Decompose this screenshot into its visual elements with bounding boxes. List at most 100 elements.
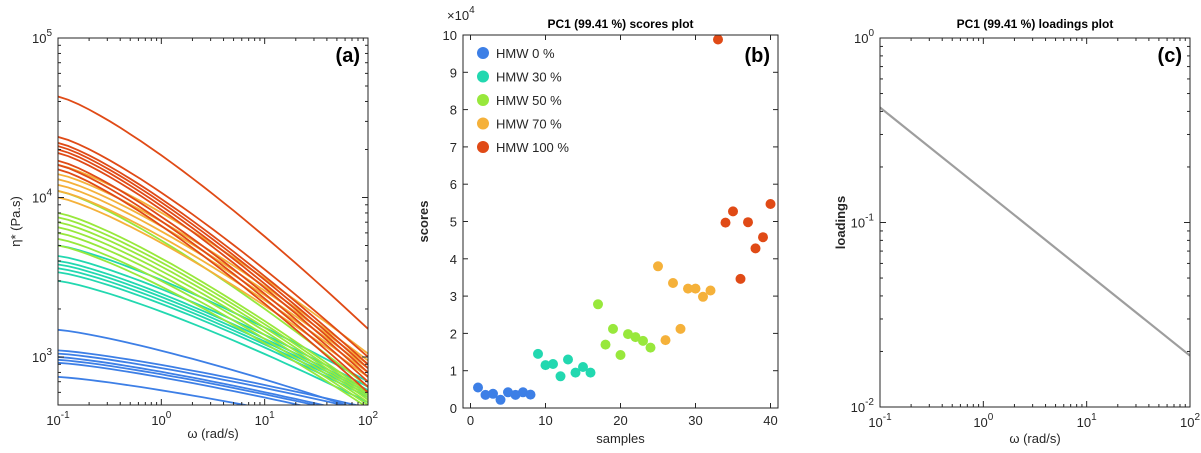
axes-frame-a bbox=[57, 37, 369, 406]
viscosity-curve-1-4 bbox=[58, 267, 368, 396]
score-point-0-1 bbox=[480, 389, 491, 400]
x-tick-label: 10 bbox=[538, 413, 552, 428]
score-point-2-3 bbox=[615, 350, 626, 360]
score-point-4-1 bbox=[720, 217, 731, 228]
score-point-0-3 bbox=[495, 394, 506, 405]
chart-title-c: PC1 (99.41 %) loadings plot bbox=[957, 17, 1114, 31]
legend-label: HMW 30 % bbox=[496, 70, 562, 85]
score-point-4-4 bbox=[743, 217, 753, 228]
y-tick-label: 9 bbox=[450, 65, 457, 80]
viscosity-curve-0-3 bbox=[58, 356, 327, 405]
viscosity-curve-4-7 bbox=[58, 164, 368, 388]
loading-lines bbox=[880, 106, 1190, 357]
legend-label: HMW 70 % bbox=[496, 117, 562, 132]
y-tick-label: 4 bbox=[450, 252, 457, 267]
legend-marker bbox=[477, 141, 489, 153]
viscosity-curve-3-4 bbox=[58, 190, 368, 374]
legend-marker bbox=[477, 117, 489, 130]
y-tick-label: 0 bbox=[450, 401, 457, 416]
y-multiplier: ×104 bbox=[447, 5, 475, 23]
viscosity-curve-4-8 bbox=[58, 168, 368, 394]
score-point-0-4 bbox=[503, 387, 513, 398]
legend-label: HMW 0 % bbox=[496, 46, 555, 61]
viscosity-curve-2-1 bbox=[58, 212, 368, 394]
viscosity-curve-2-4 bbox=[58, 226, 368, 401]
viscosity-curve-1-0 bbox=[58, 244, 368, 383]
legend-label: HMW 100 % bbox=[496, 140, 569, 155]
score-point-1-7 bbox=[585, 367, 596, 378]
score-point-2-5 bbox=[630, 332, 641, 343]
score-point-2-6 bbox=[638, 335, 648, 346]
score-point-4-7 bbox=[765, 199, 776, 209]
x-tick-label: 102 bbox=[1180, 412, 1200, 430]
x-tick-label: 10-1 bbox=[46, 410, 70, 428]
score-point-4-2 bbox=[728, 206, 738, 217]
y-tick-label: 1 bbox=[450, 364, 457, 379]
score-point-2-7 bbox=[645, 342, 656, 353]
score-point-2-1 bbox=[600, 339, 611, 350]
y-tick-label: 5 bbox=[450, 215, 457, 230]
viscosity-curve-0-5 bbox=[58, 361, 304, 405]
x-axis-label: ω (rad/s) bbox=[1009, 431, 1060, 446]
score-point-3-7 bbox=[705, 285, 716, 296]
x-tick-label: 100 bbox=[151, 410, 171, 428]
x-tick-label: 30 bbox=[688, 413, 702, 428]
chart-title-b: PC1 (99.41 %) scores plot bbox=[547, 17, 693, 31]
panel-a: 10-1 100 101 102 103 104 105 ω (rad/s) η* (Pa.s)… bbox=[8, 28, 378, 441]
score-point-4-5 bbox=[750, 243, 761, 254]
y-tick-label: 8 bbox=[450, 103, 457, 118]
panel-label-a: (a) bbox=[336, 45, 360, 67]
score-point-1-6 bbox=[578, 362, 588, 372]
score-point-1-2 bbox=[548, 359, 558, 369]
y-tick-label: 10-2 bbox=[851, 397, 875, 415]
viscosity-curve-4-5 bbox=[58, 152, 368, 378]
score-point-2-2 bbox=[608, 323, 618, 334]
score-point-0-2 bbox=[488, 388, 498, 399]
viscosity-curve-4-1 bbox=[58, 136, 368, 358]
score-point-3-1 bbox=[660, 335, 671, 346]
viscosity-curve-1-1 bbox=[58, 255, 368, 388]
viscosity-curve-4-2 bbox=[58, 142, 368, 365]
y-tick-label: 3 bbox=[450, 289, 457, 304]
viscosity-curve-2-3 bbox=[58, 221, 368, 398]
score-point-3-5 bbox=[690, 283, 701, 294]
score-point-2-0 bbox=[593, 299, 603, 310]
x-tick-label: 100 bbox=[973, 412, 993, 430]
x-axis-label: samples bbox=[596, 431, 645, 446]
score-point-3-2 bbox=[668, 278, 678, 288]
legend: HMW 0 % HMW 30 % HMW 50 % HMW 70 % HMW 100 % bbox=[477, 46, 569, 155]
y-tick-label: 104 bbox=[32, 187, 52, 205]
viscosity-curve-1-3 bbox=[58, 263, 368, 394]
x-tick-label: 10-1 bbox=[868, 412, 892, 430]
viscosity-curve-2-6 bbox=[58, 238, 368, 405]
x-tick-label: 101 bbox=[255, 410, 275, 428]
viscosity-curve-0-2 bbox=[58, 352, 347, 405]
panel-label-c: (c) bbox=[1158, 45, 1182, 67]
panel-label-b: (b) bbox=[744, 45, 770, 67]
y-tick-label: 10-1 bbox=[851, 213, 875, 231]
x-tick-label: 40 bbox=[763, 413, 777, 428]
viscosity-curve-4-0 bbox=[58, 95, 368, 330]
score-point-3-6 bbox=[698, 291, 708, 302]
panel-b: 0 10 20 30 40 0 1 2 3 4 5 6 7 8 9 10 ×104 PC1 (99.41 %) s… bbox=[416, 5, 779, 446]
y-tick-label: 105 bbox=[32, 28, 52, 46]
y-tick-label: 100 bbox=[854, 28, 874, 46]
y-tick-label: 7 bbox=[450, 140, 457, 155]
axes-frame-c bbox=[879, 37, 1191, 408]
y-axis-label: η* (Pa.s) bbox=[8, 196, 23, 247]
y-axis-label: scores bbox=[416, 201, 431, 243]
loading-line-0 bbox=[880, 106, 1190, 357]
score-point-1-3 bbox=[555, 371, 566, 382]
viscosity-curve-3-5 bbox=[58, 196, 368, 378]
score-point-0-6 bbox=[518, 387, 528, 398]
y-tick-label: 103 bbox=[32, 347, 52, 365]
legend-marker bbox=[477, 94, 489, 106]
score-point-0-7 bbox=[525, 389, 536, 400]
score-point-3-0 bbox=[653, 261, 663, 272]
viscosity-curve-2-7 bbox=[58, 244, 366, 405]
score-point-2-4 bbox=[623, 329, 633, 340]
x-axis-label: ω (rad/s) bbox=[187, 426, 238, 441]
viscosity-curve-1-6 bbox=[58, 280, 368, 404]
